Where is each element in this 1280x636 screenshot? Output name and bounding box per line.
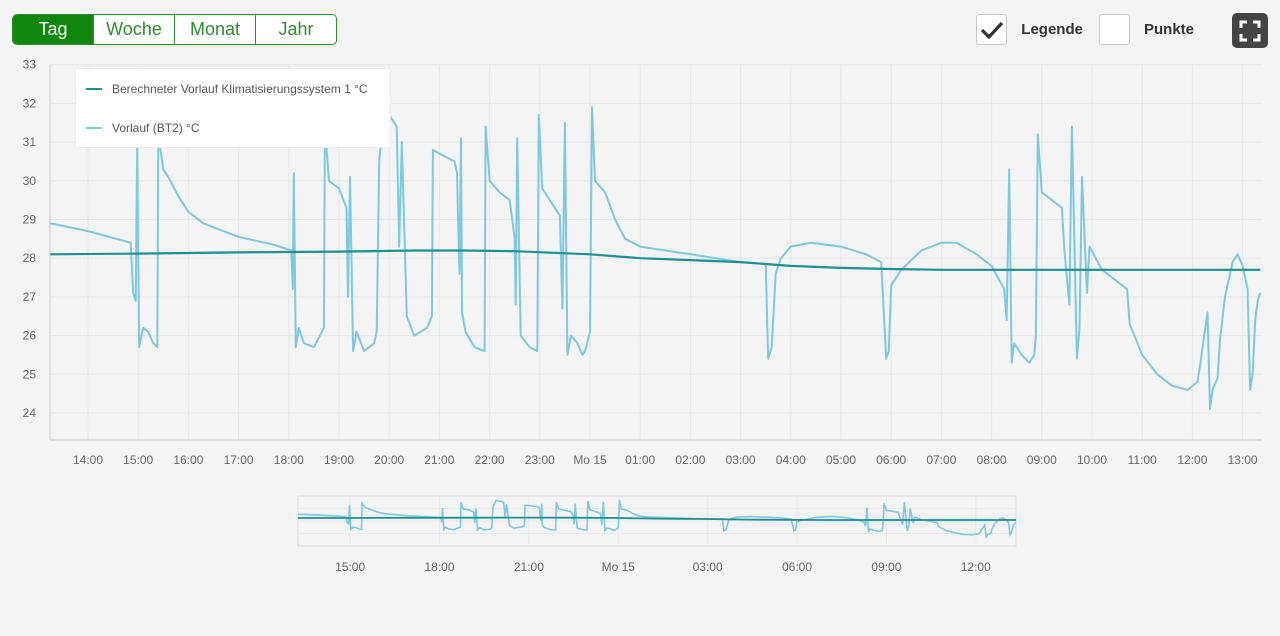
y-tick-label: 29 (23, 213, 37, 227)
x-tick-label: 01:00 (625, 453, 655, 467)
range-button-tag[interactable]: Tag (13, 15, 93, 44)
navigator-x-tick-label: 21:00 (514, 560, 544, 574)
legend-swatch-series-2 (86, 127, 102, 129)
x-tick-label: Mo 15 (573, 453, 607, 467)
x-tick-label: 07:00 (926, 453, 956, 467)
series-line-vorlauf-bt2 (50, 106, 1262, 411)
points-toggle-label: Punkte (1143, 21, 1194, 38)
navigator-x-tick-label: 06:00 (782, 560, 812, 574)
navigator-x-tick-label: 18:00 (424, 560, 454, 574)
x-tick-label: 05:00 (826, 453, 856, 467)
legend-label-series-1: Berechneter Vorlauf Klimatisierungssyste… (112, 82, 368, 96)
x-tick-label: 15:00 (123, 453, 153, 467)
fullscreen-icon (1239, 20, 1261, 41)
legend-toggle-label: Legende (1021, 21, 1083, 38)
x-tick-label: 14:00 (73, 453, 103, 467)
y-tick-label: 30 (23, 174, 37, 188)
range-selector: Tag Woche Monat Jahr (12, 14, 337, 45)
y-tick-label: 25 (23, 367, 37, 381)
x-tick-label: 11:00 (1128, 453, 1157, 467)
legend-checkbox[interactable] (976, 14, 1008, 45)
legend-item-series-2[interactable]: Vorlauf (BT2) °C (86, 121, 200, 135)
legend-item-series-1[interactable]: Berechneter Vorlauf Klimatisierungssyste… (86, 82, 368, 96)
range-button-monat[interactable]: Monat (174, 15, 255, 44)
chart-toggles: Legende Punkte (976, 13, 1210, 46)
y-tick-label: 26 (23, 329, 37, 343)
x-tick-label: 19:00 (324, 453, 354, 467)
navigator-x-tick-label: 03:00 (693, 560, 723, 574)
points-checkbox[interactable] (1098, 14, 1130, 45)
navigator-series-berechneter-vorlauf (298, 516, 1016, 521)
range-button-jahr[interactable]: Jahr (255, 15, 336, 44)
series-line-berechneter-vorlauf (50, 249, 1261, 271)
x-tick-label: 03:00 (726, 453, 756, 467)
navigator-x-tick-label: 12:00 (961, 560, 991, 574)
legend-swatch-series-1 (86, 88, 102, 90)
range-button-woche[interactable]: Woche (93, 15, 174, 44)
x-tick-label: 02:00 (675, 453, 705, 467)
chart-legend: Berechneter Vorlauf Klimatisierungssyste… (75, 68, 391, 148)
fullscreen-button[interactable] (1232, 13, 1268, 48)
x-tick-label: 13:00 (1228, 453, 1258, 467)
x-tick-label: 23:00 (525, 453, 555, 467)
x-tick-label: 08:00 (977, 453, 1007, 467)
legend-label-series-2: Vorlauf (BT2) °C (112, 121, 200, 135)
x-tick-label: 21:00 (424, 453, 454, 467)
y-tick-label: 27 (23, 290, 37, 304)
navigator-x-tick-label: 15:00 (335, 560, 365, 574)
y-tick-label: 33 (23, 58, 37, 72)
y-tick-label: 28 (23, 251, 37, 265)
x-tick-label: 10:00 (1077, 453, 1107, 467)
x-tick-label: 09:00 (1027, 453, 1057, 467)
x-tick-label: 06:00 (876, 453, 906, 467)
check-icon (980, 21, 1003, 39)
y-tick-label: 24 (23, 406, 37, 420)
x-tick-label: 18:00 (274, 453, 304, 467)
x-tick-label: 22:00 (475, 453, 505, 467)
x-tick-label: 12:00 (1177, 453, 1207, 467)
x-tick-label: 04:00 (776, 453, 806, 467)
y-tick-label: 31 (23, 135, 37, 149)
y-tick-label: 32 (23, 96, 37, 110)
navigator-x-tick-label: Mo 15 (602, 560, 636, 574)
navigator-series-vorlauf-bt2 (297, 499, 1017, 540)
x-tick-label: 20:00 (374, 453, 404, 467)
x-tick-label: 16:00 (173, 453, 203, 467)
x-tick-label: 17:00 (224, 453, 254, 467)
navigator-x-tick-label: 09:00 (871, 560, 901, 574)
